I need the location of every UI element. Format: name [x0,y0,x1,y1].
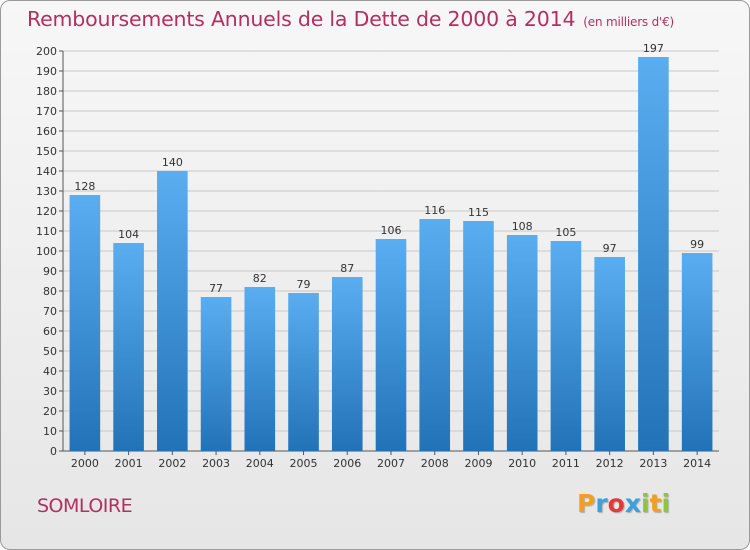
logo-letter: t [649,489,662,518]
axes: 0 10 20 30 40 50 60 70 80 90 100 110 120 130 140 150 160… [36,45,719,470]
commune-name: SOMLOIRE [37,495,133,517]
bar-value-label: 105 [555,226,576,239]
bar [681,253,713,451]
bar [506,235,538,451]
y-tick-label: 50 [43,345,57,358]
bar [638,57,669,451]
y-tick-label: 100 [36,245,57,258]
logo-letter: P [577,489,596,518]
bar [69,195,101,451]
x-tick-label: 2003 [202,457,230,470]
logo-letter: i [641,489,650,518]
bar [550,241,582,451]
bar [463,221,494,451]
x-tick-label: 2001 [115,457,143,470]
y-tick-label: 200 [36,45,57,58]
y-tick-label: 20 [43,405,57,418]
proxiti-logo: Proxiti [577,489,670,518]
chart-title-text: Remboursements Annuels de la Dette de 20… [27,7,576,31]
bar [331,277,363,451]
x-tick-label: 2013 [639,457,667,470]
bar-value-label: 82 [253,272,267,285]
bars [69,57,713,451]
bar [375,239,407,451]
x-tick-label: 2007 [377,457,405,470]
bar-value-label: 140 [162,156,183,169]
chart-unit-note: (en milliers d'€) [583,15,675,29]
bar [244,287,276,451]
x-tick-label: 2010 [508,457,536,470]
x-tick-label: 2005 [290,457,318,470]
logo-letter: x [624,489,641,518]
bar-value-label: 128 [74,180,95,193]
x-tick-label: 2004 [246,457,274,470]
x-tick-label: 2008 [421,457,449,470]
bar-value-label: 97 [603,242,617,255]
y-tick-label: 190 [36,65,57,78]
y-tick-label: 120 [36,205,57,218]
bar [594,257,625,451]
x-tick-label: 2012 [596,457,624,470]
x-tick-label: 2014 [683,457,711,470]
chart-title: Remboursements Annuels de la Dette de 20… [27,7,674,31]
y-tick-label: 10 [43,425,57,438]
bar-value-label: 108 [512,220,533,233]
y-tick-label: 30 [43,385,57,398]
value-labels: 128 104 140 77 82 79 87 106 116 115 108 105 97 197 99 [74,42,704,295]
y-tick-label: 150 [36,145,57,158]
x-tick-label: 2006 [333,457,361,470]
bar-value-label: 115 [468,206,489,219]
x-tick-label: 2009 [464,457,492,470]
y-tick-label: 110 [36,225,57,238]
y-tick-label: 80 [43,285,57,298]
y-tick-label: 160 [36,125,57,138]
y-tick-label: 170 [36,105,57,118]
x-tick-label: 2011 [552,457,580,470]
y-tick-label: 130 [36,185,57,198]
y-tick-label: 180 [36,85,57,98]
y-tick-label: 60 [43,325,57,338]
bar [200,297,232,451]
bar [113,243,144,451]
y-tick-label: 70 [43,305,57,318]
bar-value-label: 116 [424,204,445,217]
y-tick-label: 40 [43,365,57,378]
bar [157,171,188,451]
bar [419,219,451,451]
y-tick-label: 0 [50,445,57,458]
bar [288,293,319,451]
logo-letter: o [607,489,625,518]
bar-value-label: 87 [340,262,354,275]
x-tick-label: 2000 [71,457,99,470]
logo-letter: r [595,489,608,518]
bar-value-label: 106 [381,224,402,237]
bar-value-label: 197 [643,42,664,55]
y-tick-label: 90 [43,265,57,278]
y-tick-label: 140 [36,165,57,178]
bar-value-label: 77 [209,282,223,295]
bar-value-label: 99 [690,238,704,251]
bar-value-label: 79 [297,278,311,291]
bar-value-label: 104 [118,228,139,241]
x-tick-label: 2002 [158,457,186,470]
logo-letter: i [661,489,671,518]
